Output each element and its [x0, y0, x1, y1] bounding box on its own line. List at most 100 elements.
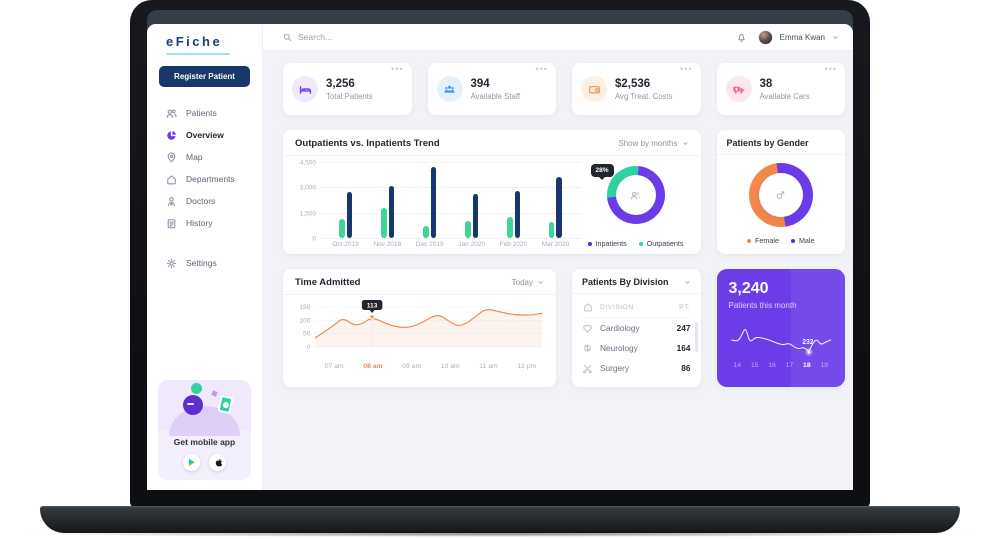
- highlight-band: [791, 269, 845, 387]
- stat-value: 3,256: [326, 77, 355, 90]
- y-axis-tick: 0: [312, 235, 316, 243]
- laptop-base: [40, 506, 960, 533]
- bar-inpatients: [388, 185, 395, 238]
- sidebar-item-overview[interactable]: Overview: [147, 124, 262, 146]
- chevron-down-icon[interactable]: [684, 279, 691, 286]
- x-axis-label: Nov 2019: [373, 241, 402, 248]
- dashboard-content: 3,256 Total Patients ••• 394 Available Staf…: [263, 51, 853, 490]
- column-pt: PT.: [679, 303, 691, 311]
- time-filter-dropdown[interactable]: Today: [512, 278, 544, 287]
- x-axis-label: Mar 2020: [541, 241, 570, 248]
- sidebar-item-history[interactable]: History: [147, 212, 262, 234]
- bar-inpatients: [514, 190, 521, 238]
- sidebar-item-label: Overview: [186, 130, 224, 140]
- logo-text: eFiche: [166, 34, 223, 49]
- sidebar-item-departments[interactable]: Departments: [147, 168, 262, 190]
- month-x-tick: 16: [768, 362, 776, 369]
- month-value: 3,240: [728, 280, 769, 297]
- green-dot-shape: [191, 383, 203, 394]
- x-axis-label: Feb 2020: [499, 241, 528, 248]
- legend-item-outpatients: Outpatients: [638, 239, 683, 248]
- division-title: Patients By Division: [582, 277, 669, 287]
- division-name: Neurology: [600, 343, 638, 353]
- bar-inpatients: [556, 177, 562, 238]
- legend-item-male: Male: [790, 236, 815, 245]
- sidebar-item-patients[interactable]: Patients: [147, 102, 262, 124]
- trend-title: Outpatients vs. Inpatients Trend: [295, 138, 440, 149]
- scrollbar[interactable]: [694, 322, 698, 352]
- google-play-icon: [188, 458, 196, 467]
- svg-text:100: 100: [299, 317, 310, 324]
- month-x-tick: 18: [803, 362, 811, 369]
- patients-month-card: 3,240 Patients this month 232 14 15 16 17 18…: [716, 269, 845, 387]
- svg-text:0: 0: [307, 344, 311, 351]
- x-axis-label: 09 am: [402, 363, 422, 370]
- trend-legend: Inpatients Outpatients: [587, 239, 683, 248]
- legend-item-inpatients: Inpatients: [587, 239, 627, 248]
- stat-value: 38: [759, 77, 773, 90]
- bar-outpatients: [381, 207, 387, 238]
- stat-label: Available Cars: [759, 91, 810, 101]
- sidebar-item-label: History: [186, 218, 213, 228]
- more-options-icon[interactable]: •••: [535, 64, 548, 74]
- month-label: Patients this month: [728, 301, 797, 310]
- register-patient-button[interactable]: Register Patient: [159, 66, 250, 87]
- trend-card: Outpatients vs. Inpatients Trend Show by…: [283, 130, 701, 254]
- bell-icon[interactable]: [736, 32, 747, 43]
- apple-store-button[interactable]: [209, 454, 226, 471]
- chevron-down-icon: [538, 281, 543, 284]
- division-card: Patients By Division DIVISION PT. Cardiolo…: [572, 269, 701, 387]
- division-row-surgery[interactable]: Surgery 86: [582, 358, 691, 378]
- month-x-tick: 15: [750, 362, 759, 369]
- sidebar-spacer: [147, 274, 262, 380]
- more-options-icon[interactable]: •••: [391, 64, 404, 74]
- wallet-icon: [581, 76, 607, 102]
- y-axis-tick: 4,500: [299, 159, 316, 167]
- x-axis-label: 10 am: [440, 363, 460, 370]
- search-box[interactable]: [283, 32, 736, 42]
- search-input[interactable]: [298, 32, 418, 42]
- neurology-icon: [582, 343, 593, 354]
- stat-card-available-cars: 38 Available Cars •••: [716, 63, 845, 115]
- bar-inpatients: [472, 194, 479, 238]
- laptop-screen: eFiche Register Patient Patients Overview…: [147, 10, 853, 490]
- division-table: DIVISION PT. Cardiology 247 Neurology 164 Surg…: [572, 294, 701, 387]
- get-mobile-app-label: Get mobile app: [173, 437, 236, 447]
- chevron-down-icon[interactable]: [832, 34, 839, 41]
- patients-group-icon: [630, 191, 641, 199]
- google-play-button[interactable]: [183, 454, 200, 471]
- bar-outpatients: [465, 221, 471, 238]
- stat-value: 394: [470, 77, 490, 90]
- division-count: 164: [676, 343, 691, 353]
- sidebar-item-map[interactable]: Map: [147, 146, 262, 168]
- cardiology-icon: [582, 323, 593, 334]
- gender-title: Patients by Gender: [726, 138, 809, 148]
- division-row-cardiology[interactable]: Cardiology 247: [582, 318, 691, 338]
- stat-label: Available Staff: [470, 91, 521, 101]
- more-options-icon[interactable]: •••: [680, 64, 693, 74]
- bar-outpatients: [339, 219, 345, 238]
- division-row-neurology[interactable]: Neurology 164: [582, 338, 691, 358]
- bar-group: [507, 162, 521, 238]
- mobile-app-illustration: [158, 380, 251, 436]
- settings-icon: [166, 258, 177, 269]
- sidebar-item-settings[interactable]: Settings: [147, 252, 262, 274]
- month-x-tick: 17: [785, 362, 794, 369]
- sidebar: eFiche Register Patient Patients Overview…: [147, 24, 263, 490]
- gender-card: Patients by Gender: [716, 130, 845, 254]
- bar-inpatients: [346, 192, 353, 238]
- month-x-tick: 14: [733, 362, 741, 369]
- user-avatar[interactable]: [757, 29, 773, 45]
- trend-bar-chart: 4,500 3,000 1,500 0 Oct 2019 Nov 2019 Dec 201…: [295, 159, 581, 248]
- surgery-icon: [582, 363, 593, 374]
- bar-inpatients: [430, 167, 437, 238]
- sidebar-item-doctors[interactable]: Doctors: [147, 190, 262, 212]
- more-options-icon[interactable]: •••: [824, 64, 837, 74]
- history-icon: [166, 218, 177, 229]
- character-shape: [183, 395, 204, 415]
- trend-filter-dropdown[interactable]: Show by months: [618, 139, 688, 148]
- stat-card-available-staff: 394 Available Staff •••: [427, 63, 556, 115]
- user-name[interactable]: Emma Kwan: [779, 32, 825, 42]
- gender-legend: Female Male: [746, 236, 815, 245]
